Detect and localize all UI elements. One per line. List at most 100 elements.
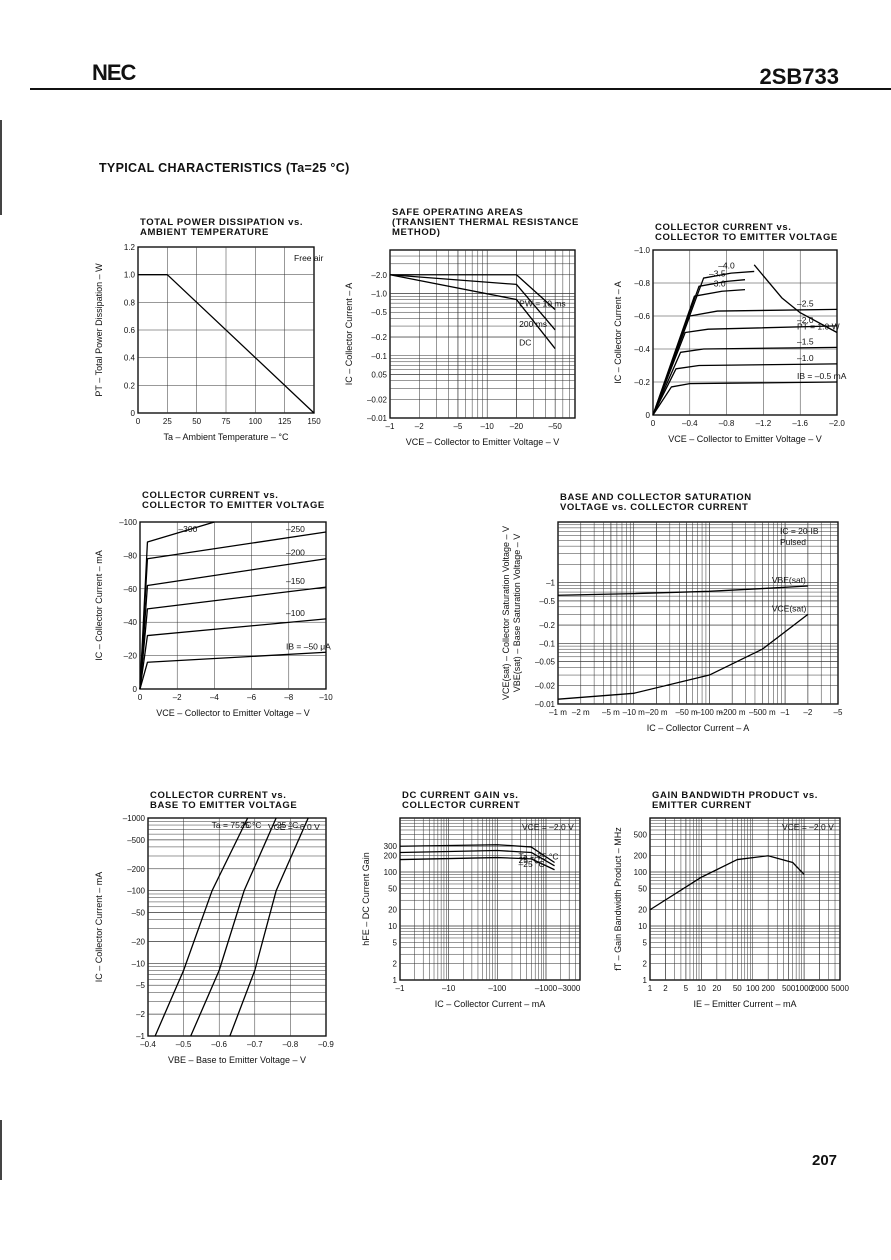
y-tick-label: 0 xyxy=(646,411,651,420)
chart-gain-bandwidth: GAIN BANDWIDTH PRODUCT vs.EMITTER CURREN… xyxy=(613,790,849,1009)
y-axis-label: VCE(sat) – Collector Saturation Voltage … xyxy=(501,526,511,700)
series-label: –25 °C xyxy=(272,820,298,830)
y-tick-label: 0.8 xyxy=(124,298,136,307)
y-tick-label: –0.02 xyxy=(535,682,556,691)
chart-dc-current-gain: DC CURRENT GAIN vs.COLLECTOR CURRENT –1 –1… xyxy=(361,790,581,1009)
series-line xyxy=(139,521,215,690)
x-tick-label: 75 xyxy=(222,417,231,426)
series-label: –3.5 xyxy=(709,269,726,279)
x-tick-label: 1 xyxy=(648,984,653,993)
y-tick-label: 1 xyxy=(393,976,398,985)
y-tick-label: 5 xyxy=(643,938,648,947)
y-tick-label: 100 xyxy=(384,868,398,877)
x-tick-label: –20 xyxy=(510,422,524,431)
y-tick-label: 10 xyxy=(638,922,647,931)
series-label: 25 °C xyxy=(519,855,540,865)
x-tick-label: 0 xyxy=(651,419,656,428)
y-axis-label: IC – Collector Current – A xyxy=(344,283,354,386)
y-tick-label: 500 xyxy=(634,830,648,839)
x-tick-label: –3000 xyxy=(558,984,581,993)
x-tick-label: –2 xyxy=(173,693,182,702)
y-tick-label: –0.1 xyxy=(539,639,555,648)
series-label: Ta = 75 °C xyxy=(212,820,252,830)
series-label: –4.0 xyxy=(718,260,735,270)
series-line xyxy=(139,618,327,690)
y-tick-label: –5 xyxy=(136,981,145,990)
y-tick-label: –1 xyxy=(136,1032,145,1041)
y-tick-label: –0.01 xyxy=(367,414,388,423)
plot-frame xyxy=(139,521,327,690)
chart-title: GAIN BANDWIDTH PRODUCT vs. xyxy=(652,790,818,801)
x-tick-label: –0.7 xyxy=(247,1040,263,1049)
y-tick-label: 1.2 xyxy=(124,243,136,252)
y-tick-label: 0.05 xyxy=(371,370,387,379)
series-label: VBE(sat) xyxy=(772,575,806,585)
series-line xyxy=(652,363,838,416)
y-tick-label: 0.4 xyxy=(124,354,136,363)
x-tick-label: –1 xyxy=(396,984,405,993)
x-tick-label: –2 xyxy=(415,422,424,431)
y-tick-label: –0.2 xyxy=(634,378,650,387)
y-tick-label: –100 xyxy=(119,518,137,527)
x-axis-label: IC – Collector Current – mA xyxy=(435,999,546,1009)
series-label: DC xyxy=(519,338,531,348)
y-axis-label: PT – Total Power Dissipation – W xyxy=(94,263,104,397)
x-tick-label: –100 xyxy=(488,984,506,993)
x-axis-label: IC – Collector Current – A xyxy=(647,723,750,733)
x-tick-label: 2000 xyxy=(811,984,829,993)
y-tick-label: 0 xyxy=(133,685,138,694)
series-line xyxy=(652,270,755,416)
y-tick-label: 200 xyxy=(384,852,398,861)
x-tick-label: –10 xyxy=(481,422,495,431)
series-label: –150 xyxy=(286,576,305,586)
series-line xyxy=(190,817,277,1037)
x-tick-label: –0.8 xyxy=(719,419,735,428)
y-tick-label: –2.0 xyxy=(371,271,387,280)
y-tick-label: 5 xyxy=(393,938,398,947)
x-tick-label: –10 m xyxy=(623,708,646,717)
series-label: –2.5 xyxy=(797,298,814,308)
chart-annotation: Pulsed xyxy=(780,537,806,547)
series-label: –25 °C xyxy=(519,859,545,869)
part-number: 2SB733 xyxy=(759,64,839,89)
series-label: IB = –50 μA xyxy=(286,641,331,651)
chart-title: (TRANSIENT THERMAL RESISTANCE xyxy=(392,217,579,228)
series-line xyxy=(390,274,556,311)
series-line xyxy=(139,586,327,690)
chart-annotation: Free air xyxy=(294,253,323,263)
chart-ic-vce-low: COLLECTOR CURRENT vs.COLLECTOR TO EMITTE… xyxy=(94,490,333,718)
series-line xyxy=(753,264,838,334)
series-line xyxy=(399,856,555,871)
x-tick-label: –0.6 xyxy=(211,1040,227,1049)
series-line xyxy=(154,817,249,1037)
x-tick-label: 50 xyxy=(733,984,742,993)
x-tick-label: –0.9 xyxy=(318,1040,334,1049)
series-label: PT = 1.0 W xyxy=(797,322,840,332)
series-line xyxy=(557,585,808,596)
chart-title: DC CURRENT GAIN vs. xyxy=(402,790,518,801)
series-line xyxy=(652,325,838,416)
y-tick-label: –0.2 xyxy=(371,333,387,342)
x-axis-label: VCE – Collector to Emitter Voltage – V xyxy=(668,434,822,444)
series-label: 25 °C xyxy=(240,820,261,830)
x-tick-label: –50 m xyxy=(675,708,698,717)
y-tick-label: –0.2 xyxy=(539,621,555,630)
y-tick-label: –0.05 xyxy=(535,658,556,667)
x-tick-label: –1000 xyxy=(535,984,558,993)
y-tick-label: –50 xyxy=(132,909,146,918)
x-tick-label: –2 m xyxy=(572,708,590,717)
series-line xyxy=(389,274,556,350)
x-tick-label: 5000 xyxy=(831,984,849,993)
y-tick-label: 50 xyxy=(388,884,397,893)
scan-edge-mark xyxy=(0,1120,2,1180)
x-tick-label: 50 xyxy=(192,417,201,426)
x-tick-label: 1000 xyxy=(795,984,813,993)
series-line xyxy=(652,288,746,416)
x-tick-label: 20 xyxy=(712,984,721,993)
plot-frame xyxy=(652,249,838,416)
series-label: PW = 10 ms xyxy=(519,299,566,309)
chart-annotation: VCE = –2.0 V xyxy=(522,822,574,832)
chart-ic-vce-high: COLLECTOR CURRENT vs.COLLECTOR TO EMITTE… xyxy=(613,222,847,444)
page-number: 207 xyxy=(812,1152,838,1169)
y-tick-label: –20 xyxy=(124,652,138,661)
